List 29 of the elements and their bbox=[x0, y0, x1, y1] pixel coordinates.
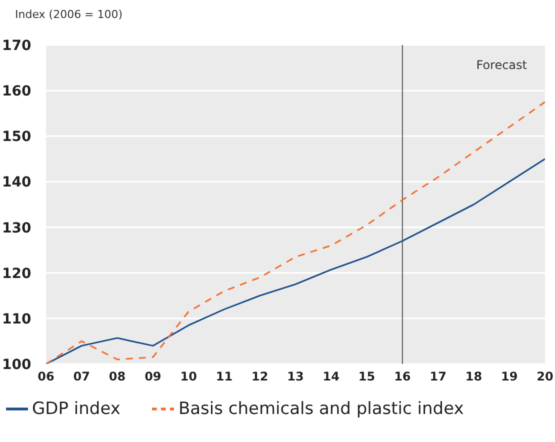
x-tick-label: 14 bbox=[322, 370, 340, 384]
x-tick-label: 10 bbox=[180, 370, 197, 384]
x-tick-label: 09 bbox=[144, 370, 162, 384]
y-tick-label: 120 bbox=[2, 266, 32, 282]
y-tick-label: 150 bbox=[2, 129, 32, 146]
annotation: Forecast bbox=[476, 58, 528, 72]
x-tick-label: 17 bbox=[430, 370, 446, 384]
x-tick-label: 16 bbox=[394, 370, 411, 384]
y-tick-label: 110 bbox=[2, 311, 32, 328]
y-tick-label: 130 bbox=[2, 220, 32, 236]
legend-label: GDP index bbox=[32, 398, 120, 419]
x-tick-label: 19 bbox=[501, 370, 518, 384]
y-tick-label: 170 bbox=[2, 38, 32, 54]
y-axis-title: Index (2006 = 100) bbox=[15, 8, 123, 21]
x-tick-label: 12 bbox=[252, 370, 268, 384]
x-tick-label: 07 bbox=[73, 370, 90, 384]
x-tick-label: 18 bbox=[465, 370, 482, 384]
x-tick-label: 20 bbox=[536, 370, 554, 384]
y-tick-label: 140 bbox=[2, 174, 32, 191]
x-tick-label: 06 bbox=[38, 370, 54, 384]
x-tick-label: 13 bbox=[287, 370, 304, 384]
y-tick-label: 160 bbox=[2, 84, 32, 100]
x-tick-label: 11 bbox=[216, 370, 233, 384]
line-series bbox=[46, 158, 545, 364]
line-series bbox=[46, 101, 545, 364]
x-tick-label: 08 bbox=[108, 370, 126, 384]
legend-label: Basis chemicals and plastic index bbox=[178, 398, 464, 419]
y-tick-label: 100 bbox=[2, 356, 32, 373]
x-tick-label: 15 bbox=[358, 370, 376, 384]
